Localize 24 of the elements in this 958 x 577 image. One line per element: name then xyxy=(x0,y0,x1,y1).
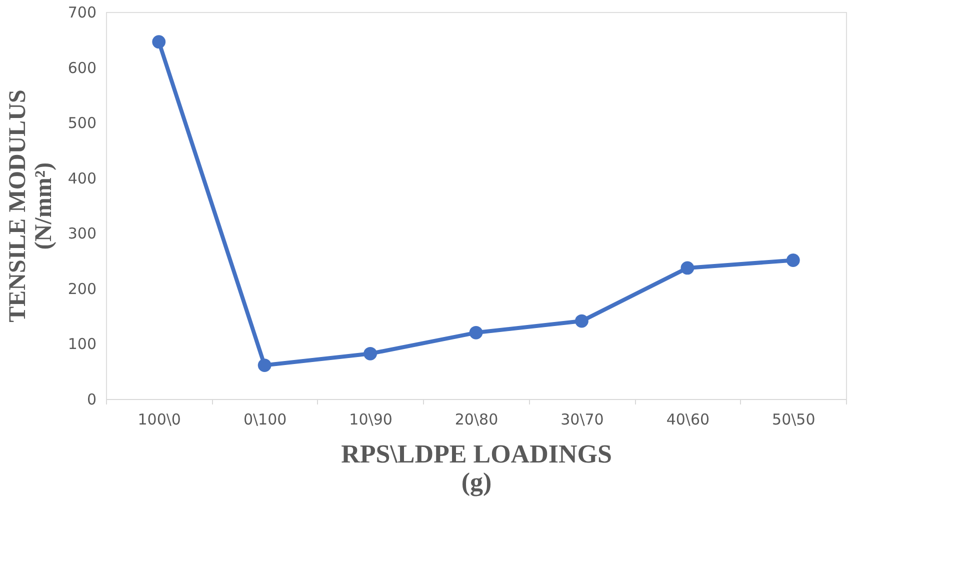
point xyxy=(786,254,800,267)
y-tick-label: 600 xyxy=(68,58,96,77)
x-tick-label: 0\100 xyxy=(243,410,287,428)
y-tick-label: 700 xyxy=(68,4,96,22)
point xyxy=(152,35,166,49)
x-axis-title: RPS\LDPE LOADINGS (g) xyxy=(341,440,612,496)
x-tick-label: 30\70 xyxy=(560,410,604,428)
y-tick-label: 100 xyxy=(68,335,96,354)
x-tick-label: 40\60 xyxy=(666,410,710,428)
x-tick-label: 100\0 xyxy=(138,410,181,428)
point xyxy=(469,326,483,340)
x-tick-label: 10\90 xyxy=(349,410,392,428)
y-tick-label: 0 xyxy=(86,390,96,408)
point xyxy=(575,314,588,328)
y-tick-label: 400 xyxy=(68,169,96,188)
y-axis-title: TENSILE MODULUS (N/mm²) xyxy=(4,90,57,322)
x-tick-label: 20\80 xyxy=(454,410,498,428)
y-tick-label: 200 xyxy=(68,280,96,298)
point xyxy=(258,358,272,372)
x-tick-label: 50\50 xyxy=(772,410,816,428)
point xyxy=(680,261,694,275)
point xyxy=(364,346,377,360)
y-tick-label: 500 xyxy=(68,114,96,132)
y-tick-label: 300 xyxy=(68,224,96,243)
